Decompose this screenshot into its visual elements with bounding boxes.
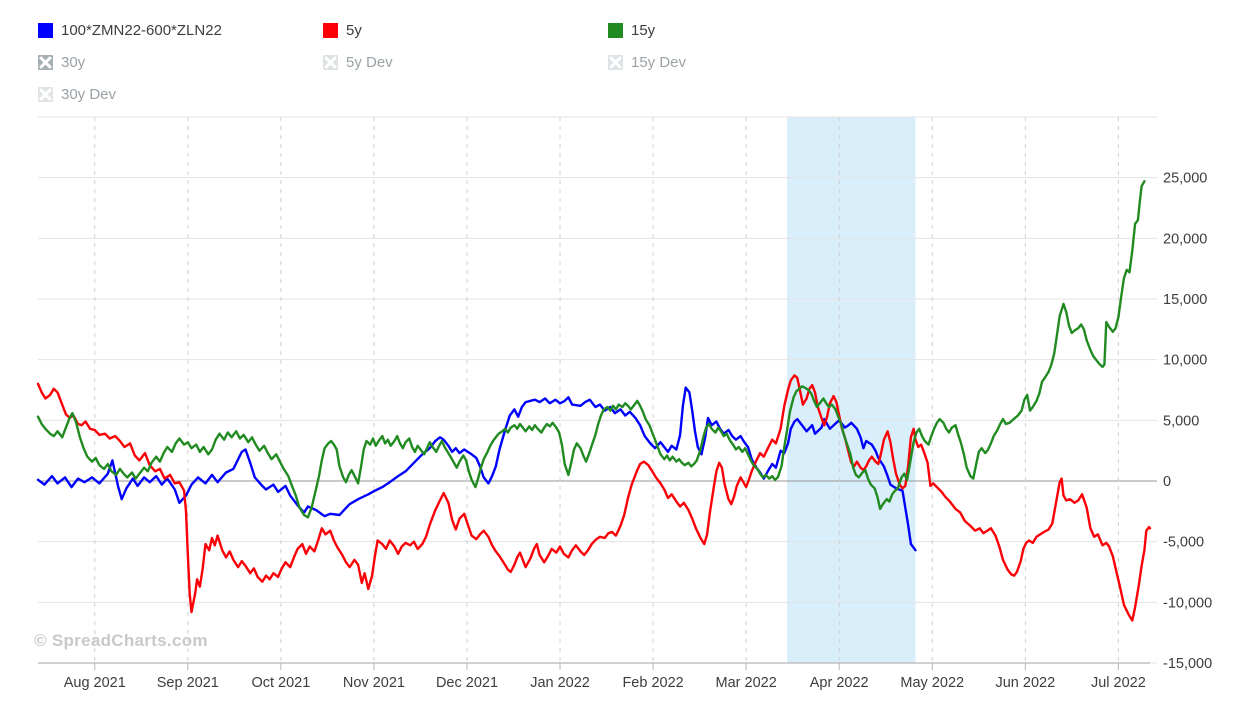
svg-text:Jun 2022: Jun 2022 bbox=[995, 675, 1055, 691]
legend-item-15y-dev[interactable]: 15y Dev bbox=[608, 54, 686, 71]
legend-item-label: 15y bbox=[631, 22, 656, 39]
svg-text:15,000: 15,000 bbox=[1163, 292, 1207, 308]
x-axis-labels: Aug 2021 Sep 2021 Oct 2021 Nov 2021 Dec 2021… bbox=[64, 675, 1146, 691]
legend-disabled-x-icon bbox=[38, 55, 53, 70]
svg-text:Sep 2021: Sep 2021 bbox=[157, 675, 219, 691]
vertical-gridlines bbox=[94, 117, 1119, 663]
series-5y bbox=[36, 374, 1152, 622]
legend-item-label: 15y Dev bbox=[631, 54, 687, 71]
legend-disabled-x-icon bbox=[323, 55, 338, 70]
svg-text:20,000: 20,000 bbox=[1163, 231, 1207, 247]
legend-item-15y[interactable]: 15y bbox=[608, 22, 655, 39]
legend-item-30y-dev[interactable]: 30y Dev bbox=[38, 86, 116, 103]
svg-text:Apr 2022: Apr 2022 bbox=[810, 675, 869, 691]
svg-text:Nov 2021: Nov 2021 bbox=[343, 675, 405, 691]
legend-item-label: 5y bbox=[346, 22, 362, 39]
legend-disabled-x-icon bbox=[38, 87, 53, 102]
legend-item-label: 30y Dev bbox=[61, 86, 117, 103]
svg-text:May 2022: May 2022 bbox=[900, 675, 964, 691]
horizontal-gridlines bbox=[38, 116, 1157, 664]
svg-text:-15,000: -15,000 bbox=[1163, 656, 1212, 672]
svg-text:Jan 2022: Jan 2022 bbox=[530, 675, 590, 691]
svg-text:0: 0 bbox=[1163, 474, 1171, 490]
legend-item-100-zmn22-600-zln22[interactable]: 100*ZMN22-600*ZLN22 bbox=[38, 22, 222, 39]
svg-text:Jul 2022: Jul 2022 bbox=[1091, 675, 1146, 691]
legend-item-label: 30y bbox=[61, 54, 86, 71]
series-15y bbox=[36, 180, 1146, 519]
x-axis-line bbox=[38, 662, 1150, 670]
y-axis-labels: 25,000 20,000 15,000 10,000 5,000 0 -5,000 -10,… bbox=[1163, 171, 1212, 672]
series-current bbox=[36, 386, 917, 552]
svg-text:Oct 2021: Oct 2021 bbox=[251, 675, 310, 691]
legend-color-swatch bbox=[608, 23, 623, 38]
legend-item-label: 5y Dev bbox=[346, 54, 393, 71]
watermark: © SpreadCharts.com bbox=[34, 631, 208, 650]
chart-plot-area[interactable] bbox=[38, 117, 1150, 663]
svg-text:Aug 2021: Aug 2021 bbox=[64, 675, 126, 691]
legend-item-label: 100*ZMN22-600*ZLN22 bbox=[61, 22, 222, 39]
legend-item-30y[interactable]: 30y bbox=[38, 54, 85, 71]
svg-text:Mar 2022: Mar 2022 bbox=[716, 675, 777, 691]
legend-disabled-x-icon bbox=[608, 55, 623, 70]
legend-color-swatch bbox=[323, 23, 338, 38]
svg-text:-5,000: -5,000 bbox=[1163, 535, 1204, 551]
legend-item-5y-dev[interactable]: 5y Dev bbox=[323, 54, 393, 71]
svg-text:-10,000: -10,000 bbox=[1163, 595, 1212, 611]
svg-text:25,000: 25,000 bbox=[1163, 171, 1207, 187]
svg-text:Dec 2021: Dec 2021 bbox=[436, 675, 498, 691]
svg-text:10,000: 10,000 bbox=[1163, 353, 1207, 369]
svg-text:5,000: 5,000 bbox=[1163, 413, 1199, 429]
legend-item-5y[interactable]: 5y bbox=[323, 22, 362, 39]
legend: 100*ZMN22-600*ZLN22 5y 15y 30y 5y Dev 15y Dev… bbox=[0, 0, 1234, 110]
svg-text:Feb 2022: Feb 2022 bbox=[622, 675, 683, 691]
legend-color-swatch bbox=[38, 23, 53, 38]
